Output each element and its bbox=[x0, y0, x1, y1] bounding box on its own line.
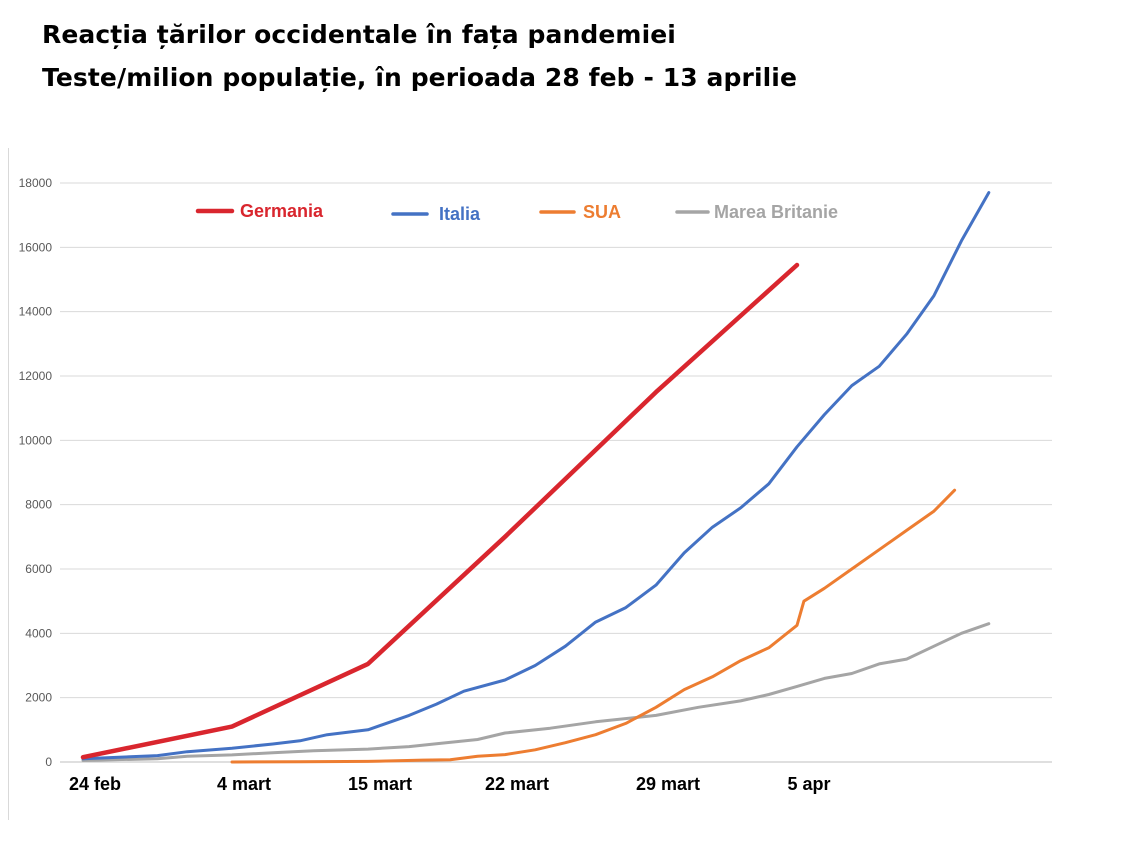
x-tick-label: 15 mart bbox=[348, 774, 412, 794]
x-axis-ticks: 24 feb 4 mart 15 mart 22 mart 29 mart 5 apr bbox=[69, 774, 831, 794]
y-tick-label: 16000 bbox=[19, 240, 53, 254]
series-lines bbox=[80, 191, 991, 764]
y-axis-ticks: 0 2000 4000 6000 8000 10000 12000 14000 16000 180… bbox=[19, 176, 53, 769]
chart-subtitle: Teste/milion populație, în perioada 28 f… bbox=[42, 63, 798, 92]
y-tick-label: 18000 bbox=[19, 176, 53, 190]
legend: Germania Italia SUA Marea Britanie bbox=[195, 201, 838, 224]
legend-label: Italia bbox=[439, 204, 481, 224]
y-tick-label: 14000 bbox=[19, 305, 53, 319]
chart-title: Reacția țărilor occidentale în fața pand… bbox=[42, 20, 676, 49]
x-tick-label: 4 mart bbox=[217, 774, 271, 794]
series-line-germania bbox=[80, 262, 800, 760]
y-tick-label: 6000 bbox=[25, 562, 52, 576]
y-tick-label: 2000 bbox=[25, 691, 52, 705]
gridlines bbox=[60, 182, 1052, 763]
series-line-sua bbox=[230, 488, 957, 764]
legend-label: Germania bbox=[240, 201, 324, 221]
y-tick-label: 8000 bbox=[25, 498, 52, 512]
series-line-marea-britanie bbox=[81, 622, 991, 762]
legend-label: SUA bbox=[583, 202, 621, 222]
chart-frame-left-border bbox=[8, 148, 9, 820]
y-tick-label: 10000 bbox=[19, 433, 53, 447]
y-tick-label: 12000 bbox=[19, 369, 53, 383]
x-tick-label: 29 mart bbox=[636, 774, 700, 794]
x-tick-label: 5 apr bbox=[787, 774, 830, 794]
x-tick-label: 22 mart bbox=[485, 774, 549, 794]
legend-label: Marea Britanie bbox=[714, 202, 838, 222]
y-tick-label: 0 bbox=[45, 755, 52, 769]
x-tick-label: 24 feb bbox=[69, 774, 121, 794]
y-tick-label: 4000 bbox=[25, 626, 52, 640]
series-line-italia bbox=[81, 191, 991, 761]
